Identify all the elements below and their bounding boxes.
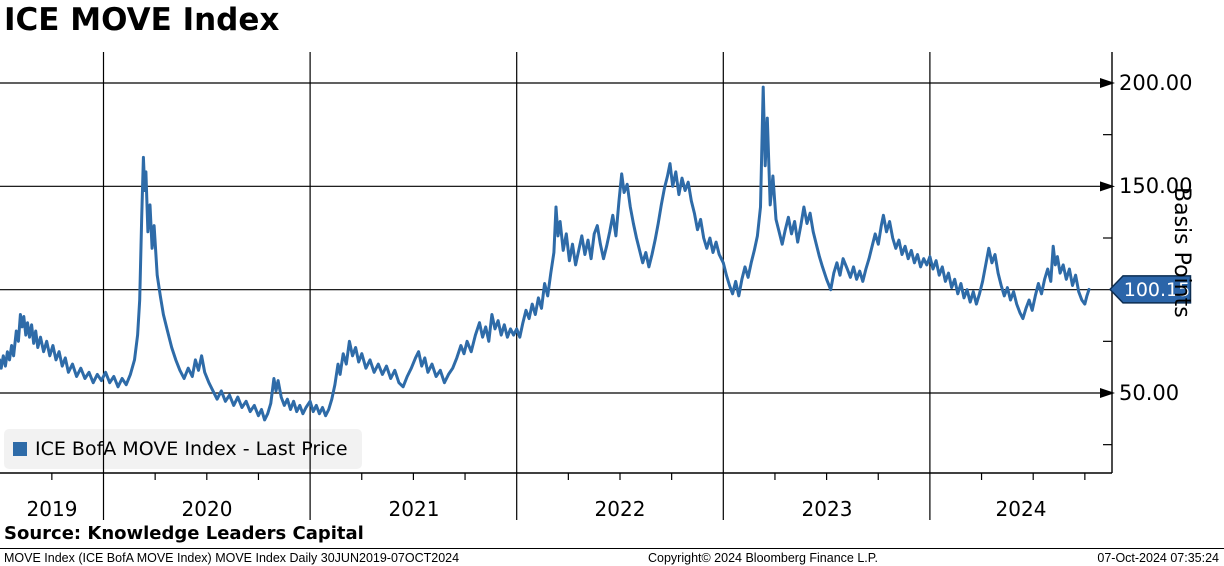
tick-arrow-icon	[1100, 77, 1115, 88]
footer-description: MOVE Index (ICE BofA MOVE Index) MOVE In…	[4, 551, 460, 565]
footer-timestamp: 07-Oct-2024 07:35:24	[1097, 551, 1219, 565]
x-tick-label-2022: 2022	[594, 497, 646, 521]
tick-arrow-icon	[1100, 181, 1115, 192]
y-tick-label-50: 50.00	[1119, 381, 1180, 405]
y-tick-label-150: 150.00	[1119, 174, 1193, 198]
footer-divider	[0, 548, 1224, 549]
y-axis-title: Basis Points	[1169, 187, 1194, 318]
x-tick-label-2024: 2024	[995, 497, 1047, 521]
legend: ICE BofA MOVE Index - Last Price	[4, 429, 362, 469]
page-title: ICE MOVE Index	[4, 2, 280, 38]
source-credit: Source: Knowledge Leaders Capital	[4, 523, 364, 544]
footer-copyright: Copyright© 2024 Bloomberg Finance L.P.	[648, 551, 878, 565]
x-tick-label-2023: 2023	[801, 497, 853, 521]
x-tick-label-2021: 2021	[388, 497, 440, 521]
tick-arrow-icon	[1100, 388, 1115, 398]
legend-label: ICE BofA MOVE Index - Last Price	[35, 438, 348, 460]
y-tick-label-200: 200.00	[1119, 71, 1193, 95]
x-tick-label-2019: 2019	[26, 497, 78, 521]
series-line	[0, 85, 1091, 422]
x-tick-label-2020: 2020	[181, 497, 233, 521]
blue-square-icon	[13, 442, 27, 456]
